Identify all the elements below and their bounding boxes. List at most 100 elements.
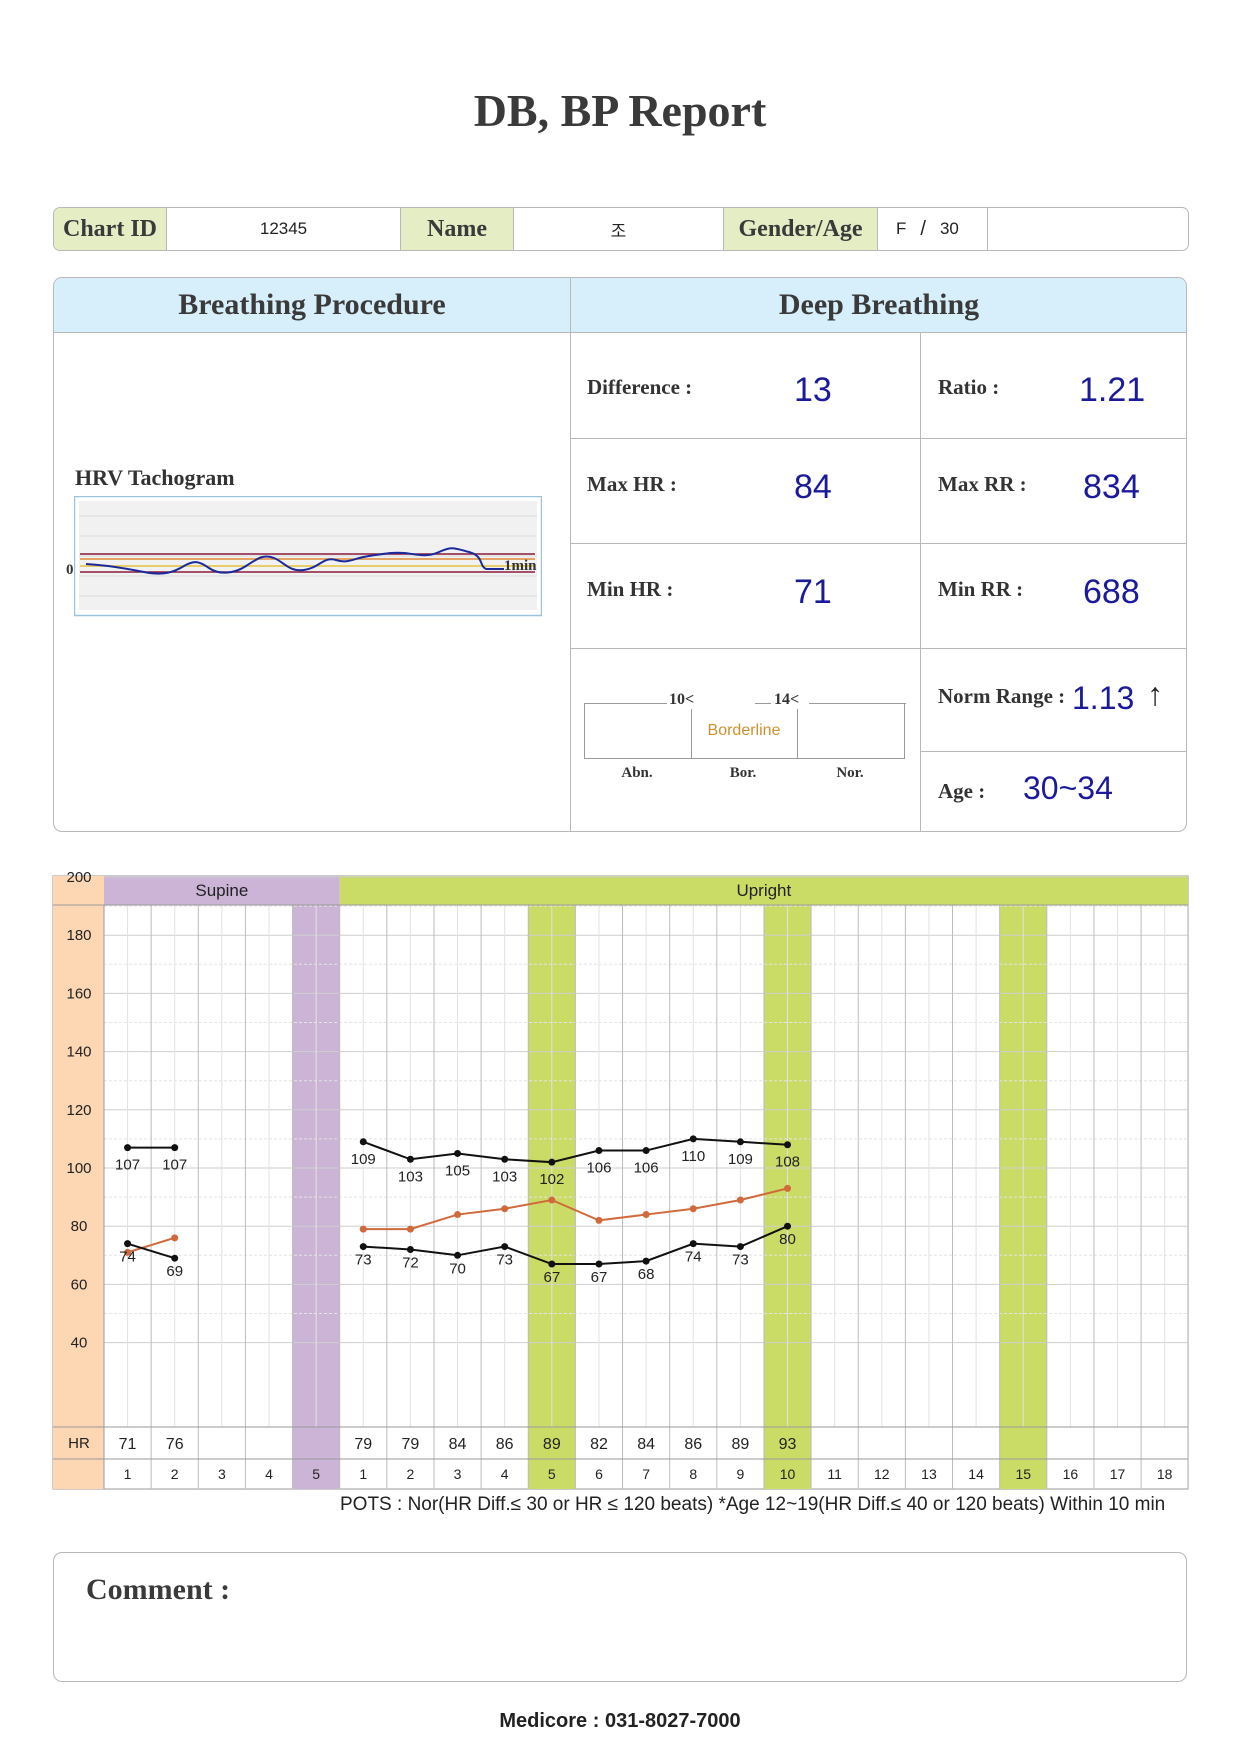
diastolic-data-label: 73	[355, 1252, 372, 1269]
results-panel: Breathing Procedure Deep Breathing HRV T…	[53, 277, 1187, 832]
heart_rate-point	[642, 1211, 650, 1219]
row-divider	[570, 438, 920, 439]
comment-box[interactable]: Comment :	[53, 1552, 1187, 1682]
diastolic-data-label: 73	[732, 1252, 749, 1269]
systolic-point	[689, 1135, 697, 1143]
heart_rate-point	[548, 1196, 556, 1204]
systolic-point	[548, 1158, 556, 1166]
systolic-point	[595, 1147, 603, 1155]
diastolic-point	[359, 1243, 367, 1251]
diastolic-point	[501, 1243, 509, 1251]
diastolic-point	[171, 1254, 179, 1262]
diastolic-point	[124, 1240, 132, 1248]
minute-tick-label: 4	[265, 1466, 273, 1482]
systolic-point	[454, 1149, 462, 1157]
systolic-point	[501, 1155, 509, 1163]
scale-threshold-high: 14<	[772, 691, 802, 709]
hr-cell: 71	[119, 1436, 137, 1453]
y-tick-label: 200	[66, 869, 91, 886]
y-axis-band	[53, 876, 104, 1489]
systolic-point	[736, 1138, 744, 1146]
name-value: 조	[514, 208, 724, 250]
deep-breathing-header: Deep Breathing	[570, 278, 1186, 333]
heart_rate-point	[406, 1225, 414, 1233]
systolic-data-label: 106	[586, 1160, 611, 1177]
footer-contact: Medicore : 031-8027-7000	[499, 1710, 741, 1732]
upright-header-band	[339, 876, 1188, 905]
minute-tick-label: 2	[407, 1466, 415, 1482]
diastolic-point	[736, 1243, 744, 1251]
hr-cell: 76	[166, 1436, 184, 1453]
pots-note: POTS : Nor(HR Diff.≤ 30 or HR ≤ 120 beat…	[340, 1494, 1166, 1515]
y-tick-label: 80	[71, 1218, 88, 1235]
minute-tick-label: 4	[501, 1466, 509, 1482]
scale-divider	[691, 703, 692, 759]
scale-label-bor: Bor.	[729, 765, 757, 781]
age-range-value: 30~34	[1023, 770, 1113, 806]
panel-divider	[570, 278, 571, 831]
scale-threshold-low: 10<	[667, 691, 697, 709]
arrow-up-icon: ↑	[1147, 676, 1163, 712]
diastolic-data-label: 67	[543, 1269, 560, 1286]
y-tick-label: 160	[66, 985, 91, 1002]
diastolic-data-label: 80	[779, 1231, 796, 1248]
systolic-point	[406, 1155, 414, 1163]
heart_rate-point	[454, 1211, 462, 1219]
heart_rate-point	[359, 1225, 367, 1233]
age-range-label: Age :	[938, 779, 986, 803]
hr-cell: 86	[684, 1436, 702, 1453]
minute-tick-label: 15	[1015, 1466, 1031, 1482]
diastolic-data-label: 72	[402, 1254, 419, 1271]
min-rr-value: 688	[1083, 573, 1140, 611]
norm-range-label: Norm Range :	[938, 684, 1066, 708]
max-rr-label: Max RR :	[938, 472, 1027, 496]
minute-tick-label: 13	[921, 1466, 937, 1482]
metrics-divider	[920, 333, 921, 831]
hr-cell: 93	[779, 1436, 797, 1453]
hr-cell: 79	[402, 1436, 420, 1453]
diastolic-data-label: 74	[685, 1249, 702, 1266]
y-tick-label: 120	[66, 1102, 91, 1119]
systolic-data-label: 107	[162, 1157, 187, 1174]
hr-cell: 82	[590, 1436, 608, 1453]
systolic-data-label: 106	[634, 1160, 659, 1177]
diastolic-point	[454, 1251, 462, 1259]
heart_rate-point	[784, 1184, 792, 1192]
row-divider	[920, 438, 1186, 439]
minute-tick-label: 5	[548, 1466, 556, 1482]
y-tick-label: 40	[71, 1335, 88, 1352]
heart_rate-point	[689, 1205, 697, 1213]
row-divider	[920, 648, 1186, 649]
min-rr-label: Min RR :	[938, 577, 1024, 601]
y-tick-label: 100	[66, 1160, 91, 1177]
max-rr-value: 834	[1083, 468, 1140, 506]
hr-cell: 89	[543, 1436, 561, 1453]
diastolic-point	[548, 1260, 556, 1268]
hr-cell: 84	[637, 1436, 655, 1453]
difference-label: Difference :	[587, 375, 693, 399]
heart_rate-line	[363, 1187, 788, 1231]
upright-label: Upright	[736, 881, 791, 900]
minute-tick-label: 1	[359, 1466, 367, 1482]
diastolic-point	[784, 1222, 792, 1230]
minute-tick-label: 2	[171, 1466, 179, 1482]
minute-tick-label: 8	[689, 1466, 697, 1482]
scale-label-nor: Nor.	[836, 765, 864, 781]
systolic-data-label: 103	[398, 1168, 423, 1185]
minute-tick-label: 9	[736, 1466, 744, 1482]
tachogram-axis-start: 0	[66, 562, 74, 578]
row-divider	[570, 543, 920, 544]
gender-age-label: Gender/Age	[724, 208, 878, 250]
minute-tick-label: 1	[124, 1466, 132, 1482]
diastolic-data-label: 70	[449, 1260, 466, 1277]
heart_rate-point	[736, 1196, 744, 1204]
hrv-tachogram	[74, 496, 542, 617]
db-scale-box	[584, 703, 906, 759]
diastolic-point	[689, 1240, 697, 1248]
systolic-data-label: 108	[775, 1154, 800, 1171]
scale-divider	[797, 703, 798, 759]
systolic-data-label: 107	[115, 1157, 140, 1174]
systolic-data-label: 103	[492, 1168, 517, 1185]
diastolic-data-label: 69	[166, 1263, 183, 1280]
